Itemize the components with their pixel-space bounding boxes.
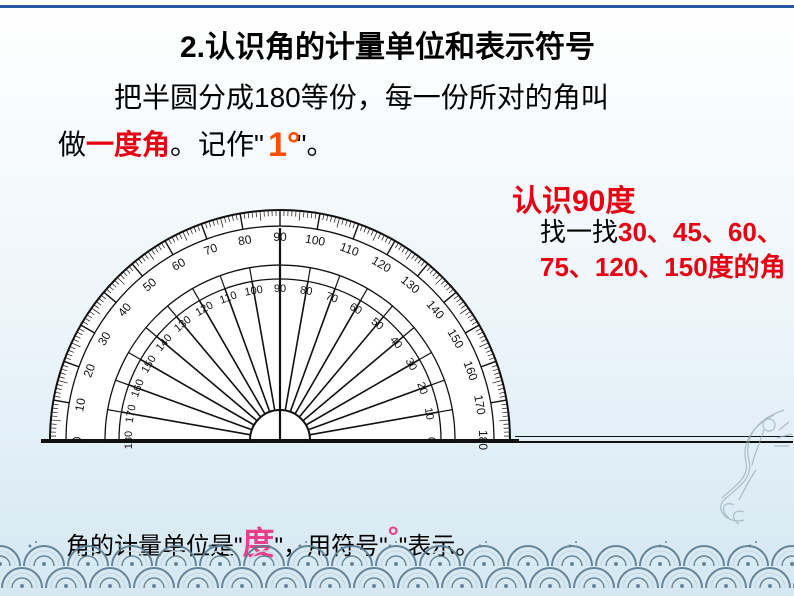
- svg-text:80: 80: [237, 232, 253, 248]
- one-degree-symbol: 1°: [268, 126, 301, 164]
- para-text-c: "。: [297, 129, 335, 160]
- recognize-90-heading: 认识90度: [512, 176, 635, 220]
- intro-paragraph: 把半圆分成180等份，每一份所对的角叫做一度角。记作"1°"。: [58, 78, 618, 168]
- top-accent-bar: [0, 5, 794, 8]
- svg-text:180: 180: [476, 430, 490, 450]
- section-heading: 2.认识角的计量单位和表示符号: [180, 22, 595, 66]
- find-prefix: 找一找: [540, 217, 618, 247]
- wave-ornament: [0, 538, 794, 596]
- protractor-svg: 0102030405060708090100110120130140150160…: [40, 190, 520, 450]
- find-angles-text: 找一找30、45、60、75、120、150度的角: [540, 215, 792, 285]
- para-text-b: 。记作": [170, 129, 264, 160]
- svg-text:0: 0: [70, 436, 84, 443]
- one-degree-angle-term: 一度角: [86, 129, 170, 160]
- protractor-diagram: 0102030405060708090100110120130140150160…: [40, 190, 520, 450]
- dragon-ornament: [674, 400, 794, 540]
- svg-text:10: 10: [72, 397, 88, 413]
